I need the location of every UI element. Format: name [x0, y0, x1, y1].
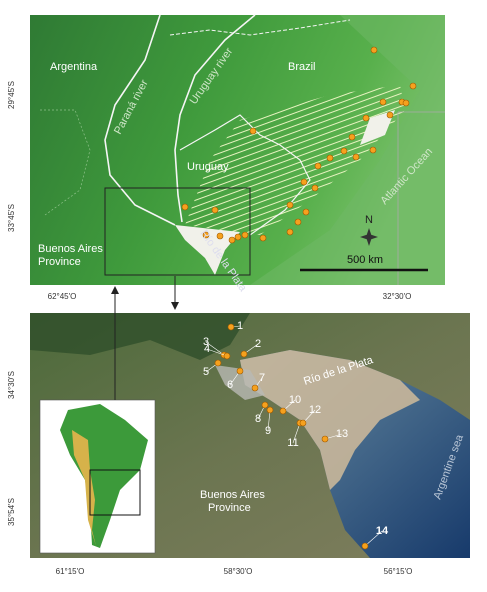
map-label: Argentina	[50, 61, 98, 73]
site-label: 10	[289, 394, 301, 406]
site-label: 7	[259, 372, 265, 384]
rio-de-la-plata	[175, 225, 240, 275]
leader-line	[292, 422, 301, 444]
north-label: N	[365, 214, 373, 226]
lon-label: 62°45'O	[48, 292, 77, 301]
north-arrow: N	[360, 214, 378, 246]
site-label: 1	[237, 320, 243, 332]
border	[40, 109, 91, 216]
site-marker	[211, 206, 219, 214]
site-marker	[259, 234, 267, 242]
site-marker	[379, 98, 387, 106]
delta	[30, 313, 250, 360]
leader-line	[206, 348, 228, 357]
site-label: 14	[376, 525, 389, 537]
lat-label: 33°45'S	[7, 204, 16, 232]
site-marker	[409, 82, 417, 90]
site-marker	[300, 178, 308, 186]
site-marker	[202, 231, 210, 239]
estuary	[240, 350, 420, 490]
site-label: 11	[287, 437, 298, 449]
site-marker	[286, 228, 294, 236]
site-marker	[181, 203, 189, 211]
site-label: 8	[255, 413, 261, 425]
leader-line	[364, 530, 383, 547]
site-marker	[216, 232, 224, 240]
lon-label: 61°15'O	[56, 567, 85, 576]
border	[179, 114, 311, 236]
ocean	[250, 15, 445, 285]
site-label: 4	[204, 343, 210, 355]
lon-label: 56°15'O	[384, 567, 413, 576]
site-label: 12	[309, 404, 321, 416]
urban-area	[215, 365, 265, 400]
site-marker	[236, 367, 244, 375]
border	[169, 19, 351, 36]
site-marker	[294, 218, 302, 226]
site-marker	[241, 231, 249, 239]
site-marker	[402, 99, 410, 107]
site-marker	[386, 111, 394, 119]
site-marker	[214, 359, 222, 367]
site-marker	[314, 162, 322, 170]
site-marker	[370, 46, 378, 54]
site-marker	[286, 201, 294, 209]
site-marker	[369, 146, 377, 154]
site-marker	[348, 133, 356, 141]
site-marker	[361, 542, 369, 550]
lagoon	[360, 110, 395, 145]
site-marker	[249, 127, 257, 135]
site-marker	[261, 401, 269, 409]
site-marker	[352, 153, 360, 161]
site-label: 3	[203, 336, 209, 348]
site-marker	[326, 154, 334, 162]
top-map: Argentina Brazil Uruguay Paraná river Ur…	[7, 14, 445, 301]
scale-label: 500 km	[347, 254, 383, 266]
site-marker	[234, 233, 242, 241]
site-label: 5	[203, 366, 209, 378]
site-label: 6	[227, 379, 233, 391]
site-marker	[321, 435, 329, 443]
grid-line	[397, 111, 445, 285]
site-marker	[340, 147, 348, 155]
site-label: 9	[265, 425, 271, 437]
site-marker	[251, 384, 259, 392]
hatched-area	[185, 85, 405, 235]
site-marker	[279, 407, 287, 415]
site-label: 2	[255, 338, 261, 350]
site-marker	[362, 114, 370, 122]
site-marker	[228, 236, 236, 244]
lon-label: 58°30'O	[224, 567, 253, 576]
map-label: Province	[38, 256, 81, 268]
inset	[39, 399, 156, 554]
lat-label: 29°45'S	[7, 81, 16, 109]
site-marker	[299, 419, 307, 427]
site-marker	[302, 208, 310, 216]
zoom-box	[104, 187, 251, 276]
map-label: Brazil	[288, 61, 316, 73]
map-label: Province	[208, 502, 251, 514]
uruguay-river	[174, 14, 256, 223]
site-marker	[227, 323, 235, 331]
lon-label: 32°30'O	[383, 292, 412, 301]
site-marker	[223, 352, 231, 360]
leader-line	[205, 341, 225, 356]
site-marker	[266, 406, 274, 414]
lat-label: 34°30'S	[7, 371, 16, 399]
site-marker	[240, 350, 248, 358]
leader-line	[267, 409, 271, 432]
site-marker	[311, 184, 319, 192]
map-label: Uruguay	[187, 161, 229, 173]
map-label: Buenos Aires	[38, 243, 103, 255]
site-label: 13	[336, 428, 348, 440]
map-label: Buenos Aires	[200, 489, 265, 501]
parana-river	[104, 14, 176, 226]
lat-label: 35°54'S	[7, 498, 16, 526]
